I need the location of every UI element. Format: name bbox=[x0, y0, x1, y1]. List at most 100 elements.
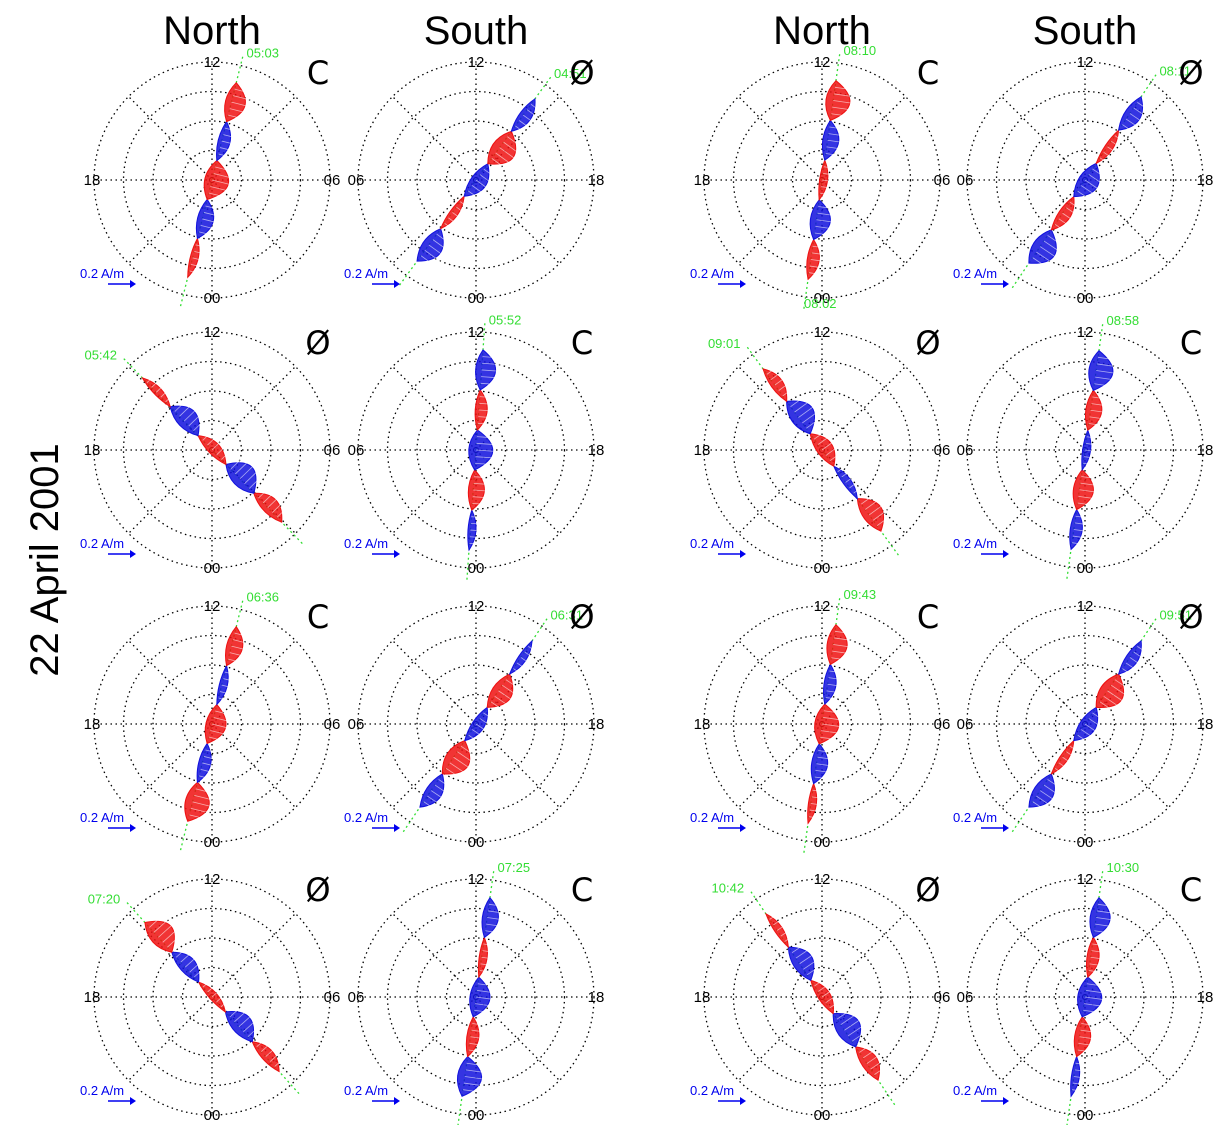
dial-ring bbox=[732, 634, 912, 814]
hemisphere-symbol: Ø bbox=[569, 598, 594, 636]
mlt-label-bottom: 00 bbox=[814, 1107, 831, 1124]
mlt-label-left: 06 bbox=[957, 716, 974, 733]
hatch-line bbox=[1054, 768, 1059, 772]
hatch-line bbox=[1133, 651, 1144, 659]
hatch-line bbox=[1039, 790, 1059, 804]
hatch-line bbox=[817, 435, 831, 445]
mlt-label-top: 12 bbox=[468, 871, 485, 888]
hatch-line bbox=[420, 255, 431, 263]
dial-ring bbox=[966, 331, 1204, 569]
hatch-line bbox=[482, 950, 491, 953]
hatch-line bbox=[809, 265, 822, 269]
hatch-line bbox=[192, 257, 202, 261]
hatch-line bbox=[1114, 135, 1119, 139]
hatch-line bbox=[469, 1042, 481, 1046]
hatch-line bbox=[821, 179, 831, 182]
hatch-line bbox=[798, 401, 821, 418]
dial-spoke bbox=[738, 723, 823, 808]
hatch-line bbox=[851, 1033, 864, 1042]
hatch-line bbox=[876, 518, 887, 527]
hatch-line bbox=[243, 1018, 258, 1033]
hatch-line bbox=[820, 736, 834, 740]
dial-spoke bbox=[128, 449, 213, 534]
dial-ring bbox=[152, 664, 272, 784]
dial-spoke bbox=[738, 449, 823, 534]
hatch-line bbox=[864, 497, 881, 510]
hatch-line bbox=[434, 784, 448, 794]
hatch-line bbox=[516, 662, 524, 668]
hatch-line bbox=[1086, 983, 1100, 986]
hemisphere-symbol: C bbox=[571, 871, 593, 909]
hemisphere-symbol: Ø bbox=[305, 871, 330, 909]
mlt-label-bottom: 00 bbox=[468, 290, 485, 307]
hatch-line bbox=[473, 489, 491, 492]
hatch-line bbox=[808, 816, 814, 818]
hatch-line bbox=[205, 749, 213, 752]
track-time-label: 07:20 bbox=[88, 891, 121, 906]
hatch-line bbox=[200, 225, 216, 230]
hatch-line bbox=[219, 691, 228, 694]
hatch-line bbox=[828, 677, 840, 680]
hatch-line bbox=[221, 454, 227, 460]
hatch-line bbox=[200, 769, 212, 773]
dial-ring bbox=[122, 907, 302, 1087]
hatch-line bbox=[483, 712, 490, 717]
dial-panel: 12 00 06 18 08:11Ø 0.2 A/m bbox=[953, 54, 1213, 307]
dial-ring bbox=[357, 61, 595, 299]
mlt-label-left: 18 bbox=[694, 716, 711, 733]
hatch-line bbox=[269, 1053, 279, 1062]
hatch-line bbox=[464, 1076, 492, 1081]
mlt-label-right: 18 bbox=[1197, 442, 1214, 459]
hatch-line bbox=[436, 233, 446, 241]
mlt-label-bottom: 00 bbox=[814, 560, 831, 577]
current-lobe bbox=[224, 625, 244, 667]
hatch-line bbox=[480, 382, 492, 385]
mlt-label-left: 18 bbox=[84, 172, 101, 189]
hatch-line bbox=[832, 106, 855, 111]
hatch-line bbox=[153, 916, 172, 933]
hatch-line bbox=[784, 938, 789, 942]
hatch-line bbox=[515, 125, 521, 131]
hatch-line bbox=[822, 172, 831, 175]
mlt-label-bottom: 00 bbox=[1077, 560, 1094, 577]
hatch-line bbox=[1099, 157, 1104, 161]
hatch-line bbox=[1078, 1042, 1094, 1046]
hatch-line bbox=[230, 459, 241, 470]
hatch-line bbox=[1122, 668, 1129, 673]
hatch-line bbox=[1095, 923, 1115, 928]
current-lobe bbox=[1088, 349, 1114, 392]
hatch-line bbox=[453, 756, 476, 773]
hatch-line bbox=[460, 201, 465, 205]
hatch-line bbox=[853, 490, 858, 494]
scale-arrow-head bbox=[394, 550, 400, 558]
hatch-line bbox=[1077, 1049, 1087, 1052]
scale-label: 0.2 A/m bbox=[80, 1083, 124, 1098]
current-lobe bbox=[856, 498, 885, 532]
dial-ring bbox=[791, 966, 853, 1028]
hatch-line bbox=[776, 925, 785, 931]
dial-ring bbox=[357, 331, 595, 569]
dial-ring bbox=[762, 664, 882, 784]
scale-label: 0.2 A/m bbox=[953, 1083, 997, 1098]
hatch-line bbox=[146, 379, 151, 383]
hatch-line bbox=[820, 192, 825, 195]
dial-ring bbox=[445, 693, 507, 755]
hatch-line bbox=[770, 372, 781, 380]
dial-spoke bbox=[1001, 996, 1086, 1081]
hatch-line bbox=[829, 126, 839, 129]
mlt-label-right: 18 bbox=[1197, 172, 1214, 189]
scale-arrow-head bbox=[1003, 824, 1009, 832]
hatch-line bbox=[1083, 462, 1088, 465]
dial-panel: 12 00 18 06 09:43 C 0.2 A/m bbox=[690, 587, 950, 853]
hatch-line bbox=[826, 146, 842, 150]
hatch-line bbox=[179, 402, 194, 417]
hatch-line bbox=[238, 1011, 256, 1028]
hatch-line bbox=[1036, 251, 1056, 266]
hatch-line bbox=[870, 1060, 884, 1070]
hatch-line bbox=[1077, 734, 1086, 741]
mlt-label-top: 12 bbox=[204, 324, 221, 341]
hatch-line bbox=[1091, 950, 1103, 953]
hatch-line bbox=[1078, 495, 1098, 500]
hatch-line bbox=[1081, 1023, 1091, 1026]
